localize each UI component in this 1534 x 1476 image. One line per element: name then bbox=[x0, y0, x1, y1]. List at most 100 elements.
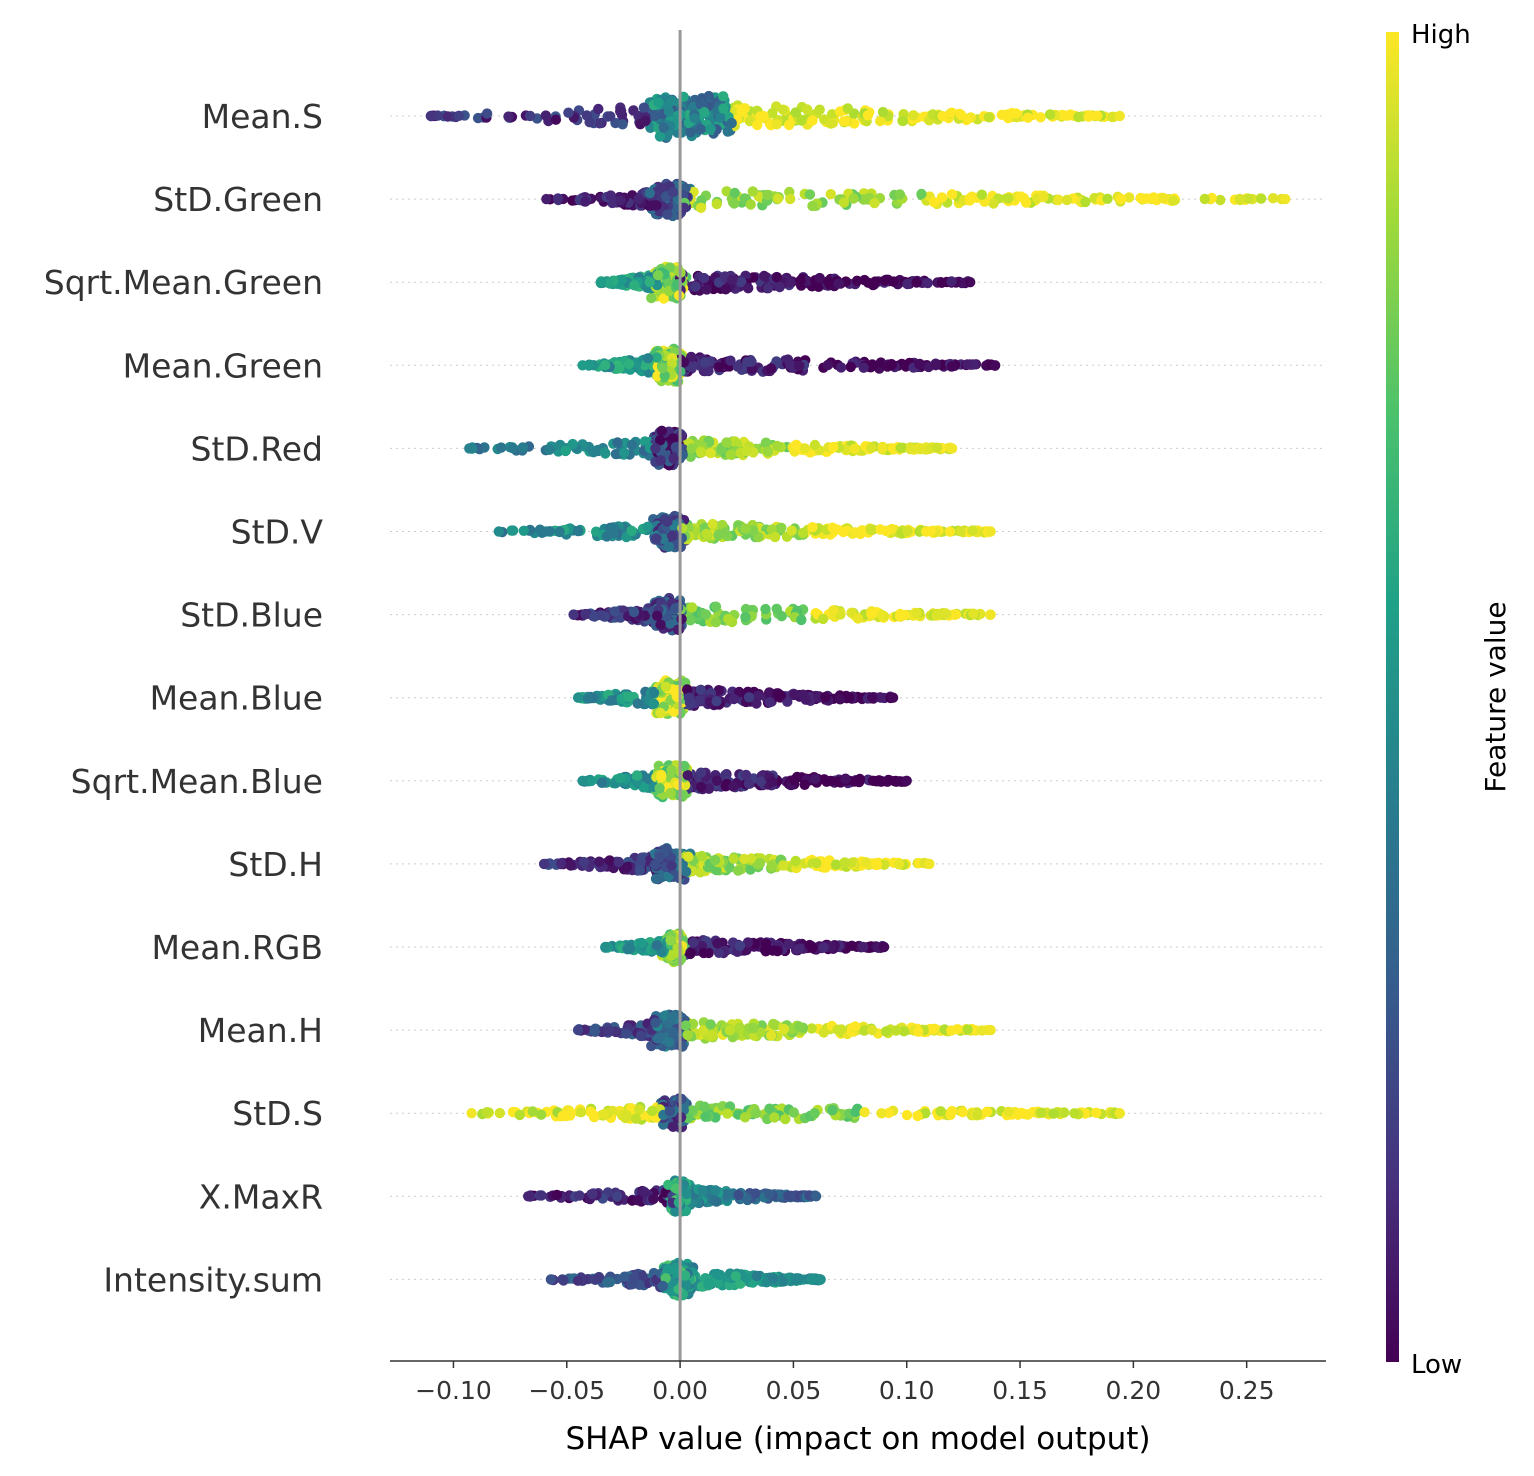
shap-point bbox=[827, 522, 838, 533]
shap-point bbox=[695, 781, 707, 793]
shap-point bbox=[1114, 110, 1126, 122]
shap-point bbox=[686, 351, 697, 363]
shap-point bbox=[685, 615, 696, 626]
shap-point bbox=[682, 770, 693, 781]
shap-point bbox=[646, 292, 657, 304]
shap-point bbox=[1242, 193, 1254, 204]
shap-point bbox=[930, 360, 941, 371]
shap-point bbox=[764, 697, 775, 708]
shap-point bbox=[582, 693, 593, 704]
shap-point bbox=[644, 276, 655, 288]
shap-point bbox=[577, 360, 588, 371]
shap-point bbox=[878, 941, 890, 953]
feature-row bbox=[425, 90, 1126, 143]
shap-point bbox=[636, 937, 647, 949]
shap-point bbox=[911, 277, 922, 288]
shap-point bbox=[655, 182, 667, 193]
shap-point bbox=[603, 277, 614, 288]
shap-point bbox=[818, 1027, 829, 1038]
shap-point bbox=[623, 691, 634, 702]
shap-point bbox=[794, 943, 805, 954]
shap-point bbox=[849, 527, 861, 538]
shap-point bbox=[662, 209, 673, 220]
shap-point bbox=[563, 107, 574, 118]
shap-point bbox=[608, 528, 619, 539]
shap-point bbox=[1057, 109, 1068, 121]
shap-point bbox=[817, 613, 829, 625]
shap-point bbox=[851, 275, 863, 286]
shap-point bbox=[609, 606, 620, 617]
shap-point bbox=[776, 522, 787, 533]
feature-row bbox=[600, 928, 890, 968]
shap-point bbox=[672, 602, 684, 613]
shap-point bbox=[617, 119, 628, 130]
shap-point bbox=[705, 123, 716, 135]
shap-point bbox=[771, 119, 782, 130]
shap-point bbox=[846, 940, 857, 951]
shap-point bbox=[425, 110, 436, 122]
shap-point bbox=[651, 200, 662, 211]
shap-point bbox=[626, 525, 637, 536]
shap-point bbox=[732, 865, 744, 876]
shap-point bbox=[858, 362, 869, 373]
shap-point bbox=[734, 940, 746, 951]
shap-point bbox=[729, 187, 740, 199]
shap-point bbox=[696, 850, 707, 862]
shap-point bbox=[825, 775, 836, 787]
shap-point bbox=[1073, 111, 1084, 123]
shap-point bbox=[629, 280, 640, 291]
feature-row bbox=[493, 510, 996, 553]
shap-point bbox=[699, 357, 711, 368]
shap-point bbox=[599, 447, 610, 458]
shap-point bbox=[833, 278, 844, 289]
shap-point bbox=[754, 857, 766, 869]
shap-point bbox=[560, 445, 571, 456]
shap-point bbox=[596, 777, 608, 788]
shap-point bbox=[690, 281, 701, 292]
feature-row bbox=[577, 760, 912, 803]
shap-point bbox=[839, 857, 850, 868]
shap-point bbox=[666, 764, 677, 775]
shap-point bbox=[695, 202, 707, 213]
shap-point bbox=[541, 193, 552, 205]
shap-point bbox=[820, 691, 831, 703]
shap-point bbox=[600, 941, 611, 953]
shap-point bbox=[879, 275, 890, 286]
shap-point bbox=[695, 767, 707, 778]
shap-point bbox=[732, 361, 743, 372]
shap-point bbox=[905, 443, 916, 455]
shap-point bbox=[785, 359, 796, 371]
shap-point bbox=[825, 189, 836, 200]
shap-point bbox=[865, 524, 876, 536]
shap-point bbox=[736, 277, 747, 288]
shap-point bbox=[1158, 192, 1169, 204]
shap-point bbox=[743, 692, 755, 703]
shap-point bbox=[685, 948, 696, 959]
shap-point bbox=[667, 530, 678, 542]
shap-point bbox=[727, 274, 738, 285]
shap-point bbox=[877, 442, 888, 453]
shap-point bbox=[665, 787, 676, 799]
shap-point bbox=[875, 524, 886, 535]
shap-point bbox=[1092, 110, 1103, 122]
shap-point bbox=[1115, 193, 1127, 205]
shap-point bbox=[725, 449, 736, 460]
shap-point bbox=[718, 91, 729, 102]
shap-point bbox=[796, 115, 807, 126]
shap-point bbox=[946, 276, 957, 287]
shap-point bbox=[568, 609, 579, 620]
shap-point bbox=[785, 277, 796, 288]
shap-point bbox=[762, 446, 774, 457]
shap-point bbox=[790, 855, 801, 867]
shap-point bbox=[667, 186, 679, 198]
shap-point bbox=[1148, 192, 1159, 203]
shap-point bbox=[634, 865, 646, 876]
shap-point bbox=[540, 110, 551, 121]
shap-point bbox=[849, 443, 860, 454]
shap-point bbox=[1083, 111, 1094, 122]
shap-point bbox=[654, 131, 666, 142]
shap-point bbox=[772, 193, 784, 204]
shap-point bbox=[908, 110, 919, 121]
shap-point bbox=[650, 443, 661, 454]
